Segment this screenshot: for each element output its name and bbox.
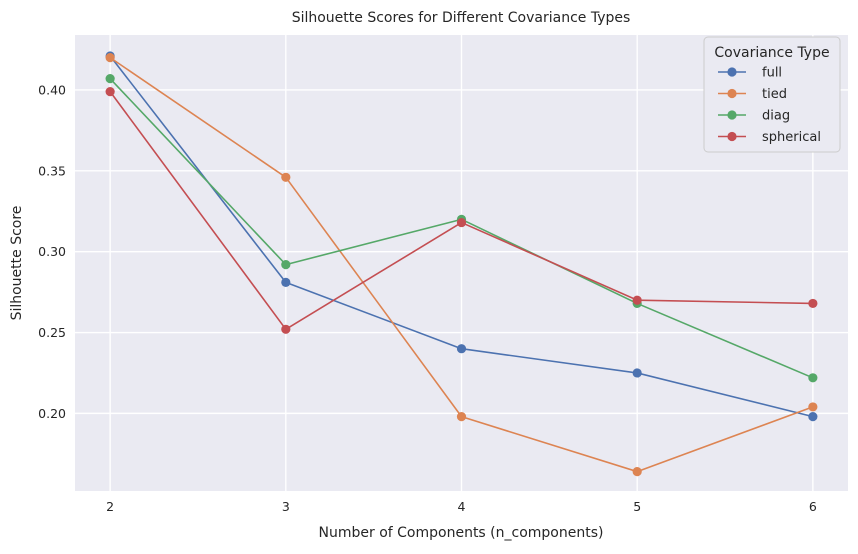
x-tick-label: 6: [809, 499, 817, 514]
legend-item-full: full: [718, 66, 782, 81]
x-tick-label: 5: [633, 499, 641, 514]
data-point-full: [456, 344, 467, 354]
data-point-tied: [808, 402, 818, 412]
data-point-spherical: [632, 295, 642, 305]
x-tick-label: 4: [458, 499, 466, 514]
legend-marker: [727, 131, 737, 142]
tick-labels: 2 3 4 5 6 0.20 0.25 0.30 0.35 0.40: [38, 82, 817, 514]
legend-item-spherical: spherical: [718, 130, 821, 145]
series-full: [105, 51, 818, 422]
y-tick-label: 0.30: [38, 244, 66, 259]
legend-label: full: [762, 66, 782, 81]
data-point-full: [808, 412, 818, 422]
x-axis-label: Number of Components (n_components): [319, 525, 604, 541]
y-tick-label: 0.35: [38, 163, 66, 178]
legend-label: diag: [762, 109, 790, 124]
legend-item-tied: tied: [718, 87, 787, 102]
legend-items: full tied diag spherical: [718, 66, 821, 145]
data-point-tied: [456, 412, 467, 422]
legend-label: tied: [762, 87, 787, 102]
data-point-tied: [105, 53, 115, 63]
y-tick-label: 0.40: [38, 82, 66, 97]
data-point-diag: [808, 373, 818, 383]
data-point-diag: [281, 260, 291, 270]
data-point-diag: [105, 74, 115, 84]
x-tick-label: 3: [282, 499, 290, 514]
series-spherical: [105, 86, 818, 334]
series-layer: [105, 51, 818, 477]
legend: Covariance Type full tied diag spherical: [703, 36, 841, 153]
data-point-full: [281, 277, 291, 288]
x-tick-label: 2: [106, 499, 114, 514]
data-point-spherical: [456, 217, 467, 228]
y-tick-label: 0.20: [38, 406, 66, 421]
chart-title: Silhouette Scores for Different Covarian…: [292, 10, 631, 26]
y-axis-label: Silhouette Score: [9, 206, 25, 321]
series-tied: [105, 53, 818, 477]
legend-marker: [727, 88, 737, 99]
legend-marker: [727, 67, 737, 77]
data-point-spherical: [105, 86, 115, 97]
legend-label: spherical: [762, 130, 821, 145]
data-point-full: [632, 368, 642, 378]
legend-item-diag: diag: [718, 109, 790, 124]
legend-box: [703, 36, 841, 153]
data-point-tied: [281, 172, 291, 182]
y-tick-label: 0.25: [38, 325, 66, 340]
data-point-spherical: [808, 298, 818, 309]
legend-title: Covariance Type: [714, 45, 829, 61]
data-point-spherical: [281, 324, 291, 334]
legend-marker: [727, 110, 737, 120]
data-point-tied: [632, 466, 642, 477]
